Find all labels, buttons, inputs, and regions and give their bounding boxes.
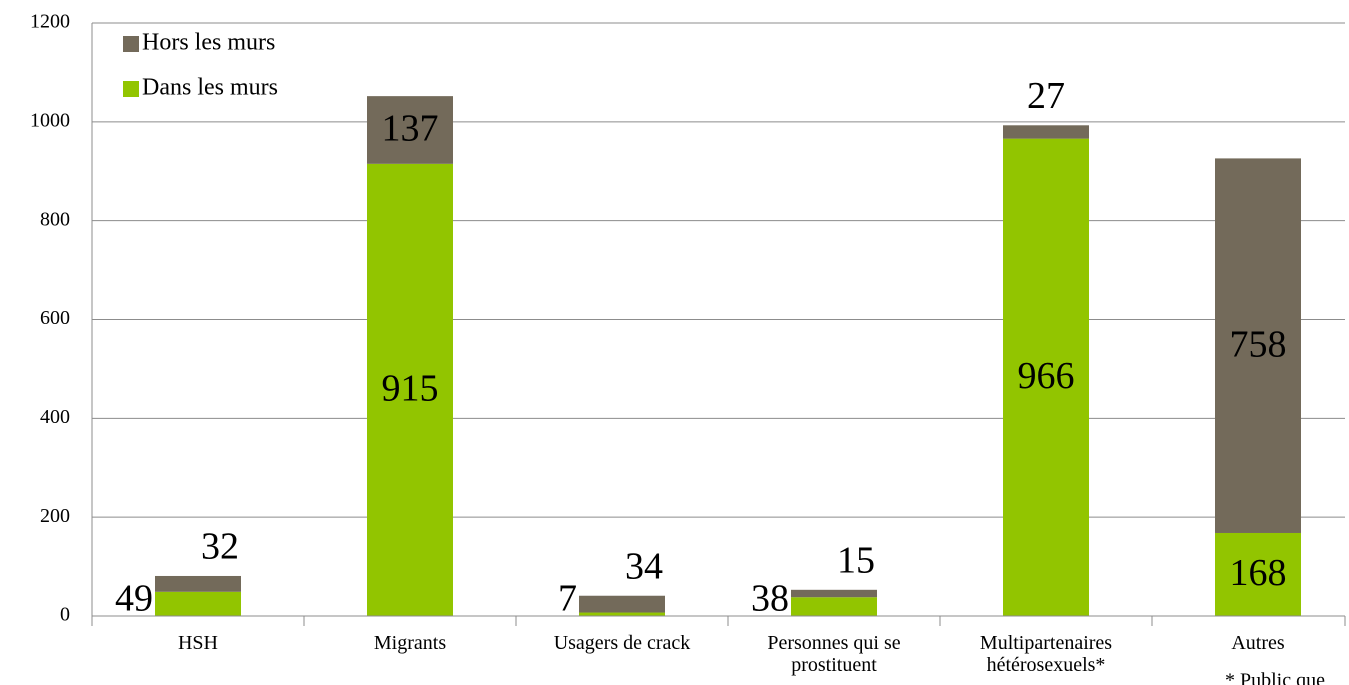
data-label: 32 bbox=[201, 526, 239, 568]
x-tick-label: Personnes qui se prostituent bbox=[767, 632, 900, 676]
bar-segment bbox=[579, 595, 665, 613]
data-label: 915 bbox=[382, 368, 439, 410]
x-tick-label: Multipartenaires hétérosexuels* bbox=[980, 632, 1112, 676]
bar-segment bbox=[1003, 125, 1089, 139]
data-label: 38 bbox=[751, 578, 789, 620]
bar-segment bbox=[155, 591, 241, 616]
x-tick-label: HSH bbox=[178, 632, 218, 654]
data-label: 966 bbox=[1018, 355, 1075, 397]
data-label: 758 bbox=[1230, 323, 1287, 365]
footnote: * Public que bbox=[1225, 670, 1325, 685]
data-label: 15 bbox=[837, 540, 875, 582]
y-tick-label: 1000 bbox=[30, 109, 70, 131]
y-tick-label: 600 bbox=[40, 307, 70, 329]
bar-segment bbox=[791, 589, 877, 598]
bar-segment bbox=[367, 96, 453, 164]
x-tick-label: Usagers de crack bbox=[554, 632, 691, 654]
data-label: 49 bbox=[115, 578, 153, 620]
bar-segment bbox=[155, 575, 241, 592]
y-tick-label: 1200 bbox=[30, 11, 70, 33]
y-tick-label: 0 bbox=[60, 604, 70, 626]
bar-segment bbox=[579, 612, 665, 616]
bar-segment bbox=[791, 597, 877, 616]
data-label: 27 bbox=[1027, 75, 1065, 117]
legend-label: Hors les murs bbox=[142, 30, 275, 56]
x-tick-label: Autres bbox=[1231, 632, 1285, 654]
bar-segment bbox=[1003, 138, 1089, 616]
legend-swatch bbox=[123, 36, 139, 52]
legend-label: Dans les murs bbox=[142, 75, 278, 101]
y-tick-label: 800 bbox=[40, 208, 70, 230]
data-label: 34 bbox=[625, 545, 663, 587]
data-label: 168 bbox=[1230, 552, 1287, 594]
bar-segment bbox=[1215, 532, 1301, 616]
data-label: 137 bbox=[382, 108, 439, 150]
legend-swatch bbox=[123, 81, 139, 97]
y-tick-label: 400 bbox=[40, 406, 70, 428]
x-tick-label: Migrants bbox=[374, 632, 446, 654]
bar-segment bbox=[1215, 158, 1301, 533]
data-label: 7 bbox=[558, 578, 577, 620]
y-tick-label: 200 bbox=[40, 505, 70, 527]
bar-segment bbox=[367, 163, 453, 616]
